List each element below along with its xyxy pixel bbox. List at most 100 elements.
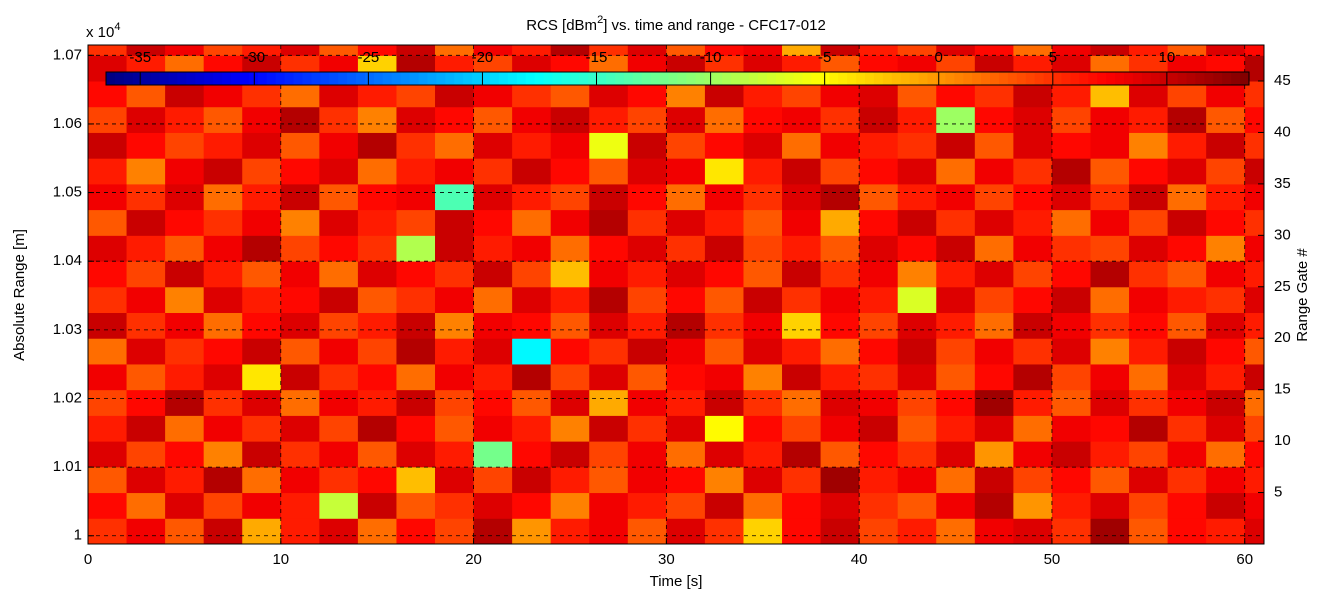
colorbar-segment — [347, 72, 357, 85]
colorbar-segment — [1052, 72, 1062, 85]
heatmap-cell — [203, 415, 243, 442]
heatmap-cell — [974, 209, 1014, 236]
heatmap-cell — [666, 492, 706, 519]
y2-tick-label: 10 — [1274, 432, 1291, 449]
heatmap-cell — [897, 132, 937, 159]
heatmap-cell — [782, 312, 822, 339]
heatmap-cell — [1206, 312, 1246, 339]
y-tick-label: 1.02 — [53, 389, 82, 406]
colorbar-segment — [731, 72, 741, 85]
heatmap-cell — [627, 235, 667, 262]
y-tick-label: 1.03 — [53, 321, 82, 338]
heatmap-cell — [512, 45, 552, 56]
heatmap-cell — [165, 209, 205, 236]
heatmap-cell — [1206, 45, 1246, 56]
colorbar-segment — [1088, 72, 1098, 85]
colorbar-segment — [489, 72, 500, 85]
heatmap-cell — [1244, 132, 1265, 159]
heatmap-cell — [859, 286, 899, 314]
heatmap-cell — [589, 158, 629, 185]
heatmap-cell — [319, 106, 359, 133]
colorbar-segment — [552, 72, 562, 85]
heatmap-cell — [435, 183, 475, 211]
heatmap-cell — [1129, 286, 1169, 314]
colorbar-segment — [213, 72, 223, 85]
heatmap-cell — [126, 466, 166, 494]
heatmap-cell — [974, 441, 1014, 468]
heatmap-cell — [859, 261, 899, 288]
heatmap-cell — [319, 45, 359, 56]
heatmap-cell — [203, 466, 243, 494]
heatmap-cell — [627, 209, 667, 236]
heatmap-cell — [88, 492, 128, 519]
heatmap-cell — [473, 363, 513, 391]
heatmap-cell — [88, 261, 128, 288]
colorbar-segment — [1240, 72, 1250, 85]
heatmap-cell — [666, 158, 706, 185]
heatmap-cell — [704, 518, 744, 545]
heatmap-cell — [1167, 286, 1207, 314]
heatmap-cell — [859, 312, 899, 339]
heatmap-cell — [203, 209, 243, 236]
heatmap-cell — [1013, 286, 1053, 314]
heatmap-cell — [936, 132, 976, 159]
x-tick-label: 20 — [465, 551, 482, 568]
heatmap-cell — [820, 132, 860, 159]
heatmap-cell — [1129, 415, 1169, 442]
colorbar-segment — [364, 72, 375, 85]
heatmap-cell — [782, 235, 822, 262]
colorbar-segment — [186, 72, 196, 85]
colorbar-segment — [936, 72, 946, 85]
heatmap-cell — [1167, 492, 1207, 519]
heatmap-cell — [165, 415, 205, 442]
colorbar-segment — [945, 72, 955, 85]
colorbar-segment — [927, 72, 937, 85]
heatmap-cell — [1090, 363, 1130, 391]
heatmap-cell — [704, 441, 744, 468]
heatmap-cell — [1206, 466, 1246, 494]
heatmap-cell — [1206, 106, 1246, 133]
heatmap-cell — [974, 518, 1014, 545]
heatmap-cell — [435, 492, 475, 519]
heatmap-cell — [1206, 518, 1246, 545]
colorbar-segment — [1025, 72, 1036, 85]
x-tick-label: 60 — [1236, 551, 1253, 568]
heatmap-cell — [936, 389, 976, 416]
heatmap-cell — [165, 338, 205, 365]
heatmap-cell — [357, 466, 397, 494]
heatmap-cell — [550, 209, 590, 236]
heatmap-cell — [1244, 312, 1265, 339]
heatmap-cell — [165, 261, 205, 288]
heatmap-cell — [280, 363, 320, 391]
heatmap-cell — [782, 363, 822, 391]
heatmap-cell — [435, 363, 475, 391]
colorbar-segment — [1231, 72, 1241, 85]
heatmap-cell — [88, 466, 128, 494]
heatmap-cell — [820, 492, 860, 519]
heatmap-cell — [203, 261, 243, 288]
heatmap-cell — [704, 106, 744, 133]
heatmap-cell — [743, 209, 783, 236]
y-axis-label: Absolute Range [m] — [11, 229, 28, 361]
heatmap-cell — [1013, 132, 1053, 159]
heatmap-cell — [319, 492, 359, 519]
x-axis-label: Time [s] — [650, 573, 703, 590]
x-tick-label: 0 — [84, 551, 92, 568]
title-text: RCS [dBm — [526, 17, 597, 34]
colorbar-segment — [775, 72, 786, 85]
heatmap-cell — [512, 158, 552, 185]
heatmap — [88, 45, 1265, 545]
colorbar-segment — [445, 72, 455, 85]
heatmap-cell — [357, 518, 397, 545]
heatmap-cell — [589, 363, 629, 391]
y-tick-label: 1 — [74, 527, 82, 544]
heatmap-cell — [627, 106, 667, 133]
heatmap-cell — [974, 415, 1014, 442]
heatmap-cell — [1129, 441, 1169, 468]
heatmap-cell — [859, 45, 899, 56]
heatmap-cell — [165, 158, 205, 185]
heatmap-cell — [743, 518, 783, 545]
colorbar-segment — [1097, 72, 1107, 85]
heatmap-cell — [319, 209, 359, 236]
heatmap-cell — [242, 338, 282, 365]
